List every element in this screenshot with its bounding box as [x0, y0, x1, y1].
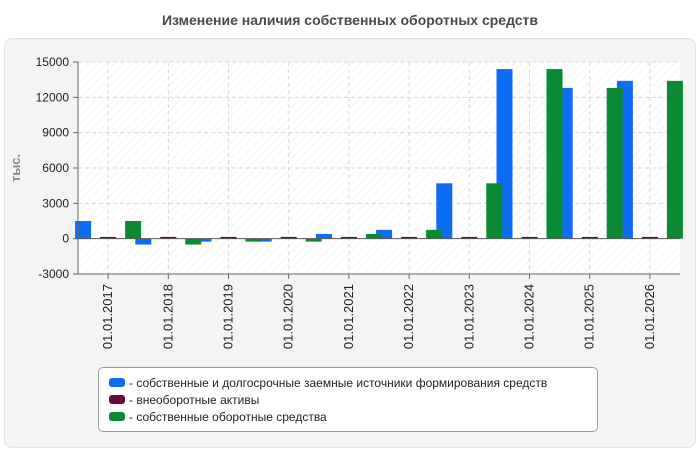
x-tick-label: 01.01.2026 [642, 284, 657, 349]
chart-legend: - собственные и долгосрочные заемные ист… [98, 367, 598, 432]
bar-noncurrent-assets [641, 236, 658, 239]
bar-noncurrent-assets [340, 236, 357, 239]
x-tick-label: 01.01.2021 [341, 284, 356, 349]
chart-title: Изменение наличия собственных оборотных … [161, 12, 539, 28]
y-axis-label: тыс. [8, 154, 23, 182]
bar-working-capital [486, 183, 503, 239]
y-tick-label: 15000 [36, 55, 70, 69]
y-tick-label: 6000 [42, 161, 69, 175]
bar-working-capital [426, 229, 443, 239]
bar-sources [135, 238, 152, 245]
bar-sources [75, 221, 92, 239]
bar-noncurrent-assets [160, 236, 177, 239]
legend-swatch-sources [109, 378, 125, 387]
x-tick-label: 01.01.2019 [221, 284, 236, 349]
y-tick-label: 9000 [42, 126, 69, 140]
bar-noncurrent-assets [100, 236, 117, 239]
bar-noncurrent-assets [461, 236, 478, 239]
bar-working-capital [185, 238, 202, 245]
x-tick-label: 01.01.2020 [281, 284, 296, 349]
legend-item-working-capital: - собственные оборотные средства [109, 408, 597, 425]
y-tick-label: -3000 [38, 267, 69, 281]
bar-noncurrent-assets [521, 236, 538, 239]
legend-item-sources: - собственные и долгосрочные заемные ист… [109, 374, 597, 391]
bar-working-capital [245, 238, 262, 242]
x-tick-label: 01.01.2024 [522, 284, 537, 349]
x-tick-label: 01.01.2022 [401, 284, 416, 349]
bar-working-capital [305, 238, 322, 242]
bar-working-capital [606, 87, 623, 239]
legend-label-sources: - собственные и долгосрочные заемные ист… [129, 375, 548, 390]
x-tick-label: 01.01.2017 [100, 284, 115, 349]
bar-sources [436, 183, 453, 239]
legend-swatch-working-capital [109, 412, 125, 421]
x-tick-label: 01.01.2025 [582, 284, 597, 349]
x-tick-label: 01.01.2023 [461, 284, 476, 349]
bar-noncurrent-assets [581, 236, 598, 239]
bar-noncurrent-assets [401, 236, 418, 239]
y-tick-label: 0 [62, 232, 69, 246]
bar-sources [255, 238, 272, 242]
bar-sources [376, 229, 393, 239]
bar-working-capital [125, 221, 142, 239]
legend-label-working-capital: - собственные оборотные средства [129, 409, 327, 424]
bar-working-capital [365, 233, 382, 239]
legend-item-noncurrent-assets: - внеоборотные активы [109, 391, 597, 408]
y-tick-label: 3000 [42, 196, 69, 210]
bar-noncurrent-assets [280, 236, 297, 239]
y-tick-label: 12000 [36, 90, 70, 104]
bar-noncurrent-assets [220, 236, 237, 239]
legend-swatch-noncurrent-assets [109, 395, 125, 404]
bar-working-capital [666, 80, 683, 239]
bar-sources [195, 238, 212, 242]
legend-label-noncurrent-assets: - внеоборотные активы [129, 392, 260, 407]
bar-working-capital [546, 69, 563, 239]
bar-sources [315, 233, 332, 239]
x-tick-label: 01.01.2018 [160, 284, 175, 349]
